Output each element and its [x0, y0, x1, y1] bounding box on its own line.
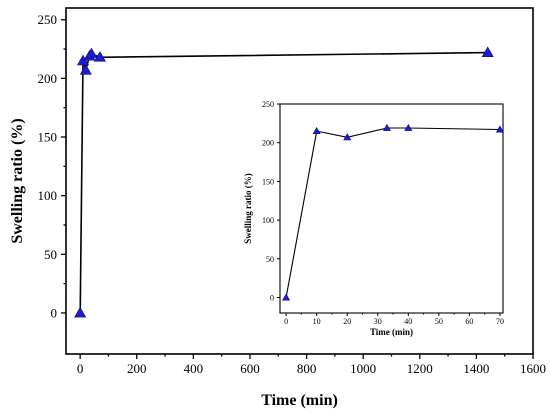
inset-data-point	[343, 133, 352, 141]
inset-data-point	[495, 125, 504, 133]
inset-y-tick-label: 150	[262, 177, 274, 186]
inset-y-tick-label: 50	[266, 255, 274, 264]
y-tick-label: 200	[38, 71, 58, 86]
inset-plot-frame	[279, 103, 504, 314]
x-tick-label: 600	[240, 361, 260, 376]
y-axis-title: Swelling ratio (%)	[9, 118, 26, 243]
inset-chart: 0 10 20 30 40 50 60 70 0 50 100 150 200 250 Time (min)…	[226, 96, 516, 342]
x-axis-title: Time (min)	[261, 392, 338, 409]
y-tick-label: 0	[51, 305, 58, 320]
inset-x-tick-label: 60	[465, 317, 473, 326]
x-tick-label: 0	[77, 361, 84, 376]
plot-frame	[65, 7, 534, 355]
inset-x-tick-label: 10	[313, 317, 321, 326]
inset-y-tick-label: 200	[262, 139, 274, 148]
x-tick-label: 800	[297, 361, 317, 376]
inset-x-tick-label: 40	[404, 317, 412, 326]
inset-y-tick-label: 0	[270, 294, 274, 303]
main-chart: 0 200 400 600 800 1000 1200 1400 160005010015020…	[9, 7, 546, 409]
x-tick-label: 200	[127, 361, 147, 376]
inset-x-tick-label: 50	[435, 317, 443, 326]
inset-y-tick-label: 100	[262, 216, 274, 225]
y-tick-label: 50	[44, 247, 57, 262]
x-tick-label: 1400	[463, 361, 489, 376]
inset-series-line	[285, 127, 500, 298]
y-tick-label: 250	[38, 12, 58, 27]
inset-x-tick-label: 0	[284, 317, 288, 326]
y-tick-label: 150	[38, 130, 58, 145]
data-point	[481, 46, 494, 57]
inset-x-tick-label: 70	[496, 317, 504, 326]
inset-x-axis-title: Time (min)	[370, 327, 413, 337]
data-point	[85, 47, 98, 59]
data-point	[93, 51, 106, 62]
x-tick-label: 400	[184, 361, 204, 376]
inset-data-point	[312, 126, 321, 135]
x-tick-label: 1600	[520, 361, 546, 376]
x-tick-label: 1000	[350, 361, 376, 376]
inset-x-tick-label: 30	[374, 317, 382, 326]
y-tick-label: 100	[38, 188, 58, 203]
inset-y-tick-label: 250	[262, 100, 274, 109]
inset-background	[226, 96, 516, 342]
inset-x-tick-label: 20	[343, 317, 351, 326]
data-point	[79, 64, 92, 75]
inset-data-point	[282, 293, 291, 301]
inset-data-point	[404, 123, 413, 131]
inset-data-point	[382, 123, 391, 131]
inset-y-axis-title: Swelling ratio (%)	[243, 173, 253, 244]
x-tick-label: 1200	[407, 361, 433, 376]
data-point	[74, 306, 87, 318]
